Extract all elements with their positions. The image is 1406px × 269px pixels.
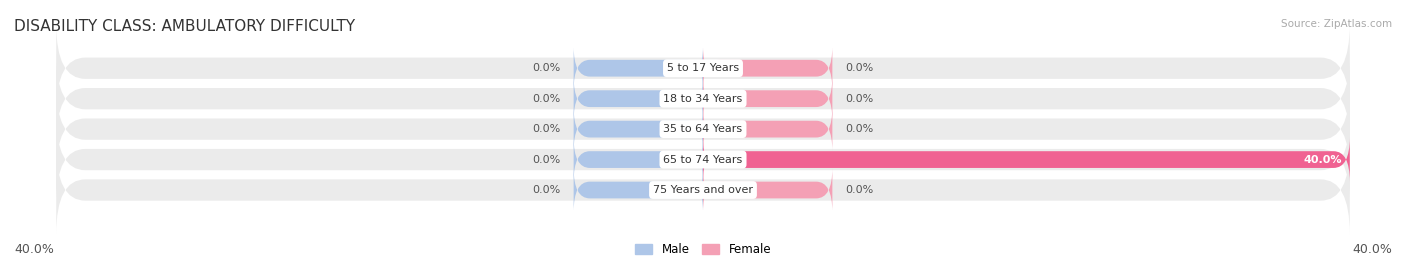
FancyBboxPatch shape xyxy=(56,115,1350,204)
FancyBboxPatch shape xyxy=(574,137,703,182)
FancyBboxPatch shape xyxy=(574,77,703,121)
FancyBboxPatch shape xyxy=(703,168,832,212)
FancyBboxPatch shape xyxy=(574,46,703,90)
Text: 18 to 34 Years: 18 to 34 Years xyxy=(664,94,742,104)
Text: 0.0%: 0.0% xyxy=(533,124,561,134)
Text: Source: ZipAtlas.com: Source: ZipAtlas.com xyxy=(1281,19,1392,29)
FancyBboxPatch shape xyxy=(574,107,703,151)
Legend: Male, Female: Male, Female xyxy=(630,238,776,260)
FancyBboxPatch shape xyxy=(574,168,703,212)
Text: 0.0%: 0.0% xyxy=(533,63,561,73)
Text: 0.0%: 0.0% xyxy=(845,124,873,134)
Text: 40.0%: 40.0% xyxy=(1353,243,1392,256)
FancyBboxPatch shape xyxy=(703,137,1350,182)
Text: 75 Years and over: 75 Years and over xyxy=(652,185,754,195)
Text: 0.0%: 0.0% xyxy=(533,155,561,165)
Text: 65 to 74 Years: 65 to 74 Years xyxy=(664,155,742,165)
Text: 0.0%: 0.0% xyxy=(845,185,873,195)
FancyBboxPatch shape xyxy=(56,85,1350,173)
Text: 0.0%: 0.0% xyxy=(845,63,873,73)
Text: 40.0%: 40.0% xyxy=(1303,155,1341,165)
FancyBboxPatch shape xyxy=(56,146,1350,234)
FancyBboxPatch shape xyxy=(56,24,1350,112)
Text: DISABILITY CLASS: AMBULATORY DIFFICULTY: DISABILITY CLASS: AMBULATORY DIFFICULTY xyxy=(14,19,356,34)
Text: 40.0%: 40.0% xyxy=(14,243,53,256)
FancyBboxPatch shape xyxy=(56,55,1350,143)
Text: 5 to 17 Years: 5 to 17 Years xyxy=(666,63,740,73)
FancyBboxPatch shape xyxy=(703,107,832,151)
Text: 35 to 64 Years: 35 to 64 Years xyxy=(664,124,742,134)
FancyBboxPatch shape xyxy=(703,77,832,121)
Text: 0.0%: 0.0% xyxy=(845,94,873,104)
Text: 0.0%: 0.0% xyxy=(533,94,561,104)
Text: 0.0%: 0.0% xyxy=(533,185,561,195)
FancyBboxPatch shape xyxy=(703,46,832,90)
